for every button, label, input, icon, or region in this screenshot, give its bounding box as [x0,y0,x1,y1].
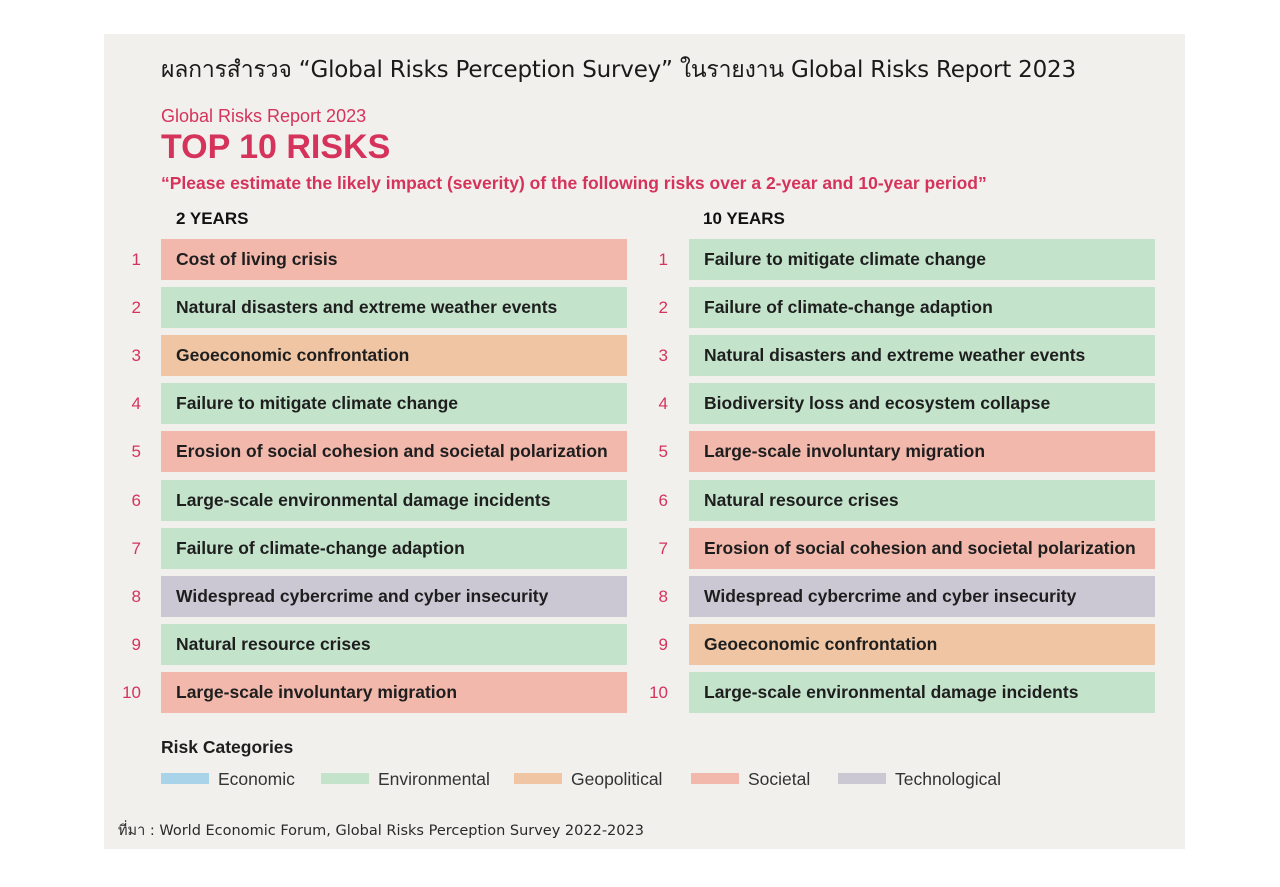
legend-swatch [514,773,562,784]
risk-bar: Failure of climate-change adaption [161,528,627,569]
rank-number: 8 [131,587,141,606]
rank-number: 9 [131,635,141,654]
legend-swatch [838,773,886,784]
column-header-10-years: 10 YEARS [703,209,785,228]
rank-number: 1 [131,250,141,269]
rank-number: 5 [131,442,141,461]
legend-swatch [161,773,209,784]
risk-bar: Natural resource crises [161,624,627,665]
rank-number: 6 [131,491,141,510]
rank-number: 3 [131,346,141,365]
risk-bar: Large-scale involuntary migration [689,431,1155,472]
survey-question: “Please estimate the likely impact (seve… [161,173,987,193]
rank-number: 2 [658,298,668,317]
rank-number: 9 [658,635,668,654]
legend-label: Technological [895,769,1002,789]
risk-bar: Failure to mitigate climate change [689,239,1155,280]
rank-number: 3 [658,346,668,365]
chart-title: TOP 10 RISKS [161,128,391,166]
risk-bar: Widespread cybercrime and cyber insecuri… [161,576,627,617]
risk-bar: Failure of climate-change adaption [689,287,1155,328]
rank-number: 10 [122,683,141,702]
risk-bar: Erosion of social cohesion and societal … [689,528,1155,569]
rank-number: 5 [658,442,668,461]
risk-bar: Failure to mitigate climate change [161,383,627,424]
legend-label: Societal [748,769,811,789]
risk-bar: Natural disasters and extreme weather ev… [689,335,1155,376]
risk-bar: Large-scale involuntary migration [161,672,627,713]
page-title: ผลการสำรวจ “Global Risks Perception Surv… [161,57,1076,83]
risk-bar: Natural resource crises [689,480,1155,521]
risk-bar: Widespread cybercrime and cyber insecuri… [689,576,1155,617]
rank-number: 10 [649,683,668,702]
risk-bar: Geoeconomic confrontation [689,624,1155,665]
rank-number: 8 [658,587,668,606]
source-note: ที่มา : World Economic Forum, Global Ris… [118,823,644,839]
rank-number: 7 [131,539,141,558]
rank-number: 2 [131,298,141,317]
legend-label: Economic [218,769,295,789]
rank-number: 4 [131,394,141,413]
risk-bar: Geoeconomic confrontation [161,335,627,376]
rank-number: 7 [658,539,668,558]
risk-bar: Erosion of social cohesion and societal … [161,431,627,472]
rank-number: 4 [658,394,668,413]
legend-label: Geopolitical [571,769,663,789]
column-header-2-years: 2 YEARS [176,209,249,228]
legend-swatch [691,773,739,784]
legend-label: Environmental [378,769,490,789]
report-label: Global Risks Report 2023 [161,106,367,126]
risk-bar: Large-scale environmental damage inciden… [161,480,627,521]
risk-bar: Biodiversity loss and ecosystem collapse [689,383,1155,424]
risk-bar: Natural disasters and extreme weather ev… [161,287,627,328]
rank-number: 1 [658,250,668,269]
rank-number: 6 [658,491,668,510]
legend-title: Risk Categories [161,737,294,757]
risk-bar: Cost of living crisis [161,239,627,280]
risk-bar: Large-scale environmental damage inciden… [689,672,1155,713]
legend-swatch [321,773,369,784]
